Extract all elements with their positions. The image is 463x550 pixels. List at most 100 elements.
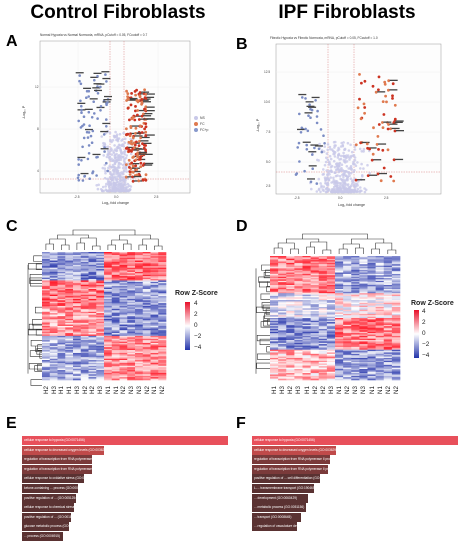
- heatmap-cell: [294, 313, 303, 316]
- heatmap-cell: [65, 362, 74, 365]
- heatmap-cell: [270, 378, 279, 381]
- heatmap-cell: [326, 279, 336, 282]
- heatmap-cell: [302, 256, 311, 258]
- heatmap-cell: [383, 291, 393, 294]
- heatmap-cell: [88, 360, 97, 362]
- volcano-point-up: [134, 164, 138, 168]
- heatmap-cell: [127, 306, 136, 308]
- volcano-point-up: [359, 117, 363, 121]
- heatmap-cell: [127, 296, 136, 298]
- heatmap-cell: [65, 357, 74, 359]
- heatmap-cell: [73, 284, 82, 287]
- heatmap-cell: [367, 265, 376, 268]
- heatmap-cell: [286, 267, 295, 269]
- heatmap-cell: [351, 257, 360, 260]
- heatmap-cell: [42, 281, 51, 284]
- volcano-point-up: [143, 127, 146, 131]
- volcano-point-up: [363, 111, 366, 115]
- heatmap-cell: [158, 320, 167, 322]
- heatmap-cell: [135, 273, 144, 276]
- heatmap-cell: [391, 286, 401, 288]
- heatmap-cell: [318, 284, 328, 287]
- heatmap-cell: [49, 348, 58, 351]
- heatmap-cell: [286, 368, 295, 371]
- heatmap-cell: [104, 361, 113, 364]
- heatmap-cell: [278, 275, 287, 277]
- heatmap-cell: [351, 341, 360, 344]
- heatmap-cell: [142, 290, 151, 293]
- heatmap-cell: [359, 309, 368, 312]
- heatmap-cell: [96, 327, 105, 330]
- volcano-point-ns: [325, 152, 329, 155]
- heatmap-cell: [286, 319, 295, 322]
- volcano-point-down: [77, 158, 80, 161]
- heatmap-cell: [142, 298, 151, 301]
- heatmap-cell: [318, 333, 328, 335]
- heatmap-cell: [42, 320, 51, 322]
- volcano-point-down: [78, 79, 81, 83]
- volcano-gene-label-mark: [136, 132, 145, 134]
- heatmap-cell: [286, 293, 295, 295]
- heatmap-cell: [326, 300, 336, 302]
- heatmap-cell: [383, 355, 393, 357]
- heatmap-cell: [49, 300, 58, 303]
- heatmap-cell: [49, 316, 58, 318]
- heatmap-cell: [80, 331, 89, 334]
- heatmap-cell: [302, 284, 311, 287]
- heatmap-cell: [343, 260, 352, 262]
- heatmap-column-label: H3: [279, 386, 287, 394]
- heatmap-cell: [335, 353, 344, 356]
- heatmap-cell: [96, 344, 105, 347]
- heatmap-cell: [88, 318, 97, 321]
- heatmap-cell: [73, 270, 82, 273]
- heatmap-cell: [73, 257, 82, 260]
- heatmap-cell: [278, 293, 287, 295]
- dendrogram-branch: [80, 237, 97, 246]
- heatmap-cell: [127, 286, 136, 288]
- heatmap-cell: [135, 314, 144, 317]
- heatmap-cell: [367, 349, 376, 352]
- heatmap-cell: [270, 318, 279, 320]
- heatmap-cell: [96, 303, 105, 305]
- heatmap-cell: [270, 305, 279, 308]
- heatmap-cell: [383, 306, 393, 309]
- heatmap-cell: [135, 257, 144, 260]
- heatmap-cell: [294, 260, 303, 262]
- heatmap-cell: [127, 291, 136, 294]
- heatmap-cell: [104, 321, 113, 324]
- heatmap-cell: [302, 360, 311, 363]
- heatmap-cell: [158, 357, 167, 359]
- heatmap-cell: [310, 302, 320, 305]
- volcano-point-up: [134, 158, 138, 162]
- heatmap-cell: [150, 367, 159, 369]
- heatmap-cell: [310, 318, 320, 320]
- heatmap-cell: [127, 333, 136, 335]
- volcano-point-ns: [347, 187, 350, 191]
- heatmap-cell: [326, 315, 336, 317]
- heatmap-cell: [127, 280, 136, 283]
- heatmap-cell: [88, 252, 97, 254]
- volcano-point-ns: [329, 169, 333, 172]
- heatmap-cell: [383, 267, 393, 269]
- heatmap-cell: [391, 319, 401, 322]
- heatmap-cell: [335, 306, 344, 309]
- heatmap-cell: [270, 289, 279, 291]
- enrichment-bar-label: ... development (GO:0060429): [254, 495, 298, 500]
- heatmap-cell: [150, 298, 159, 301]
- heatmap-cell: [150, 333, 159, 335]
- heatmap-cell: [88, 260, 97, 263]
- heatmap-cell: [49, 279, 58, 281]
- heatmap-cell: [391, 287, 401, 290]
- volcano-point-up: [377, 75, 381, 79]
- heatmap-cell: [375, 305, 385, 308]
- heatmap-cell: [343, 370, 352, 373]
- heatmap-cell: [104, 316, 113, 318]
- enrichment-bar: ... development (GO:0060429): [252, 493, 308, 503]
- heatmap-cell: [104, 308, 113, 311]
- heatmap-column-label: N3: [360, 386, 368, 394]
- heatmap-cell: [391, 360, 401, 363]
- heatmap-cell: [73, 334, 82, 337]
- heatmap-cell: [158, 287, 167, 290]
- heatmap-cell: [73, 290, 82, 293]
- heatmap-cell: [42, 310, 51, 313]
